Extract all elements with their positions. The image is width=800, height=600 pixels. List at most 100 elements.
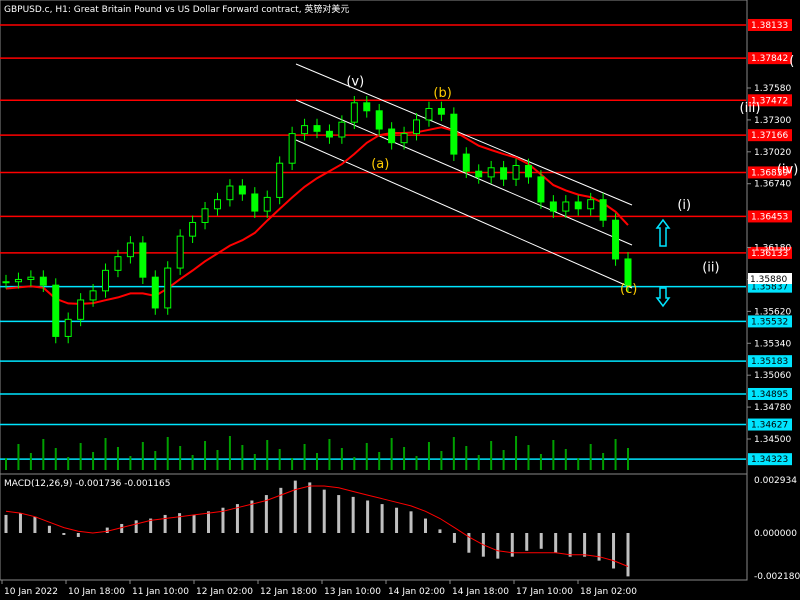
- level-price-label: 1.36839: [751, 168, 788, 178]
- time-tick-label: 17 Jan 10:00: [516, 587, 573, 597]
- candle-body: [599, 199, 607, 221]
- candlesticks: [2, 95, 632, 344]
- candle-body: [251, 193, 259, 212]
- level-price-label: 1.38133: [751, 21, 788, 31]
- candle-body: [437, 108, 445, 115]
- time-tick-label: 11 Jan 10:00: [132, 587, 189, 597]
- time-tick-label: 14 Jan 18:00: [452, 587, 509, 597]
- candle-body: [512, 164, 520, 180]
- level-price-label: 1.35532: [751, 317, 788, 327]
- candle-body: [425, 108, 433, 121]
- candle-body: [89, 290, 97, 301]
- level-price-label: 1.35837: [751, 283, 788, 293]
- candle-body: [413, 119, 421, 135]
- candle-body: [189, 221, 197, 237]
- candle-body: [276, 162, 284, 198]
- time-tick-label: 10 Jan 2022: [4, 587, 58, 597]
- candle-body: [450, 113, 458, 155]
- candle-body: [388, 128, 396, 144]
- level-price-label: 1.37842: [751, 54, 788, 64]
- wave-label: (v): [346, 75, 364, 90]
- candle-body: [462, 153, 470, 172]
- level-price-label: 1.34627: [751, 421, 788, 431]
- wave-label: (a): [371, 157, 389, 172]
- level-price-label: 1.36453: [751, 212, 788, 222]
- level-price-label: 1.37472: [751, 96, 788, 106]
- macd-axis: 0.002934 0.000000 -0.002180: [754, 476, 800, 582]
- level-price-box: [748, 315, 792, 328]
- time-tick-label: 13 Jan 10:00: [324, 587, 381, 597]
- candle-body: [213, 199, 221, 210]
- support-resistance-levels: 1.38133 1.37842 1.37472 1.37166 1.36839 1.364…: [0, 18, 792, 466]
- current-price-box: [748, 273, 792, 284]
- current-price-label: 1.35880: [750, 275, 787, 285]
- price-tick-label: 1.35340: [754, 339, 791, 349]
- direction-arrows: [655, 218, 671, 308]
- wave-label: (: [789, 54, 794, 69]
- channel-middle-line: [295, 99, 633, 246]
- level-price-label: 1.34323: [751, 455, 788, 465]
- candle-body: [102, 269, 110, 292]
- price-tick-label: 1.35620: [754, 307, 791, 317]
- level-price-box: [748, 94, 792, 107]
- candle-body: [176, 235, 184, 269]
- candle-body: [151, 276, 159, 309]
- channel-lower-line: [295, 139, 633, 289]
- candle-body: [263, 196, 271, 212]
- macd-label: MACD(12,26,9) -0.001736 -0.001165: [4, 479, 170, 489]
- candle-body: [126, 242, 134, 258]
- time-tick-label: 18 Jan 02:00: [580, 587, 637, 597]
- candle-body: [301, 125, 309, 135]
- price-tick-label: 1.34780: [754, 403, 791, 413]
- price-tick-label: 1.36740: [754, 180, 791, 190]
- level-price-box: [748, 246, 792, 259]
- price-tick-label: 1.37300: [754, 116, 791, 126]
- wave-label: (iv): [777, 162, 798, 177]
- candle-body: [624, 258, 632, 286]
- price-tick-label: 1.35060: [754, 371, 791, 381]
- candle-body: [574, 201, 582, 210]
- time-tick-label: 10 Jan 18:00: [68, 587, 125, 597]
- candle-body: [14, 278, 22, 283]
- wave-label: (i): [677, 198, 691, 213]
- wave-label: (c): [620, 282, 637, 297]
- candle-body: [27, 276, 35, 280]
- price-tick-label: 1.36180: [754, 244, 791, 254]
- arrow-up-icon: [655, 218, 671, 247]
- time-tick-label: 12 Jan 02:00: [196, 587, 253, 597]
- candle-body: [562, 201, 570, 212]
- level-price-box: [748, 18, 792, 31]
- price-tick-label: 1.37020: [754, 148, 791, 158]
- wave-label: (ii): [702, 260, 719, 275]
- moving-average-line: [5, 126, 629, 305]
- candle-body: [201, 208, 209, 223]
- level-price-box: [748, 129, 792, 142]
- macd-tick-label: -0.002180: [754, 572, 800, 582]
- candle-body: [375, 110, 383, 130]
- level-price-label: 1.36133: [751, 249, 788, 259]
- price-tick-label: 1.37580: [754, 84, 791, 94]
- candle-body: [549, 201, 557, 212]
- candle-body: [475, 170, 483, 178]
- candle-body: [338, 121, 346, 138]
- level-price-box: [748, 52, 792, 65]
- candle-body: [524, 164, 532, 178]
- candle-body: [363, 102, 371, 112]
- candle-body: [325, 130, 333, 138]
- candle-body: [313, 125, 321, 132]
- level-price-box: [748, 355, 792, 368]
- level-price-box: [748, 418, 792, 431]
- level-price-box: [748, 453, 792, 466]
- candle-body: [139, 242, 147, 278]
- level-price-label: 1.34895: [751, 390, 788, 400]
- macd-tick-label: 0.000000: [754, 529, 797, 539]
- trend-channel: [295, 63, 633, 289]
- candle-body: [612, 219, 620, 260]
- candle-body: [39, 276, 47, 286]
- level-price-box: [748, 166, 792, 179]
- candle-body: [77, 299, 85, 320]
- wave-labels: (v) (b) (a) (c) (i) (ii) (iii) (iv) (: [346, 54, 798, 297]
- level-price-label: 1.37166: [751, 131, 788, 141]
- candle-body: [537, 176, 545, 203]
